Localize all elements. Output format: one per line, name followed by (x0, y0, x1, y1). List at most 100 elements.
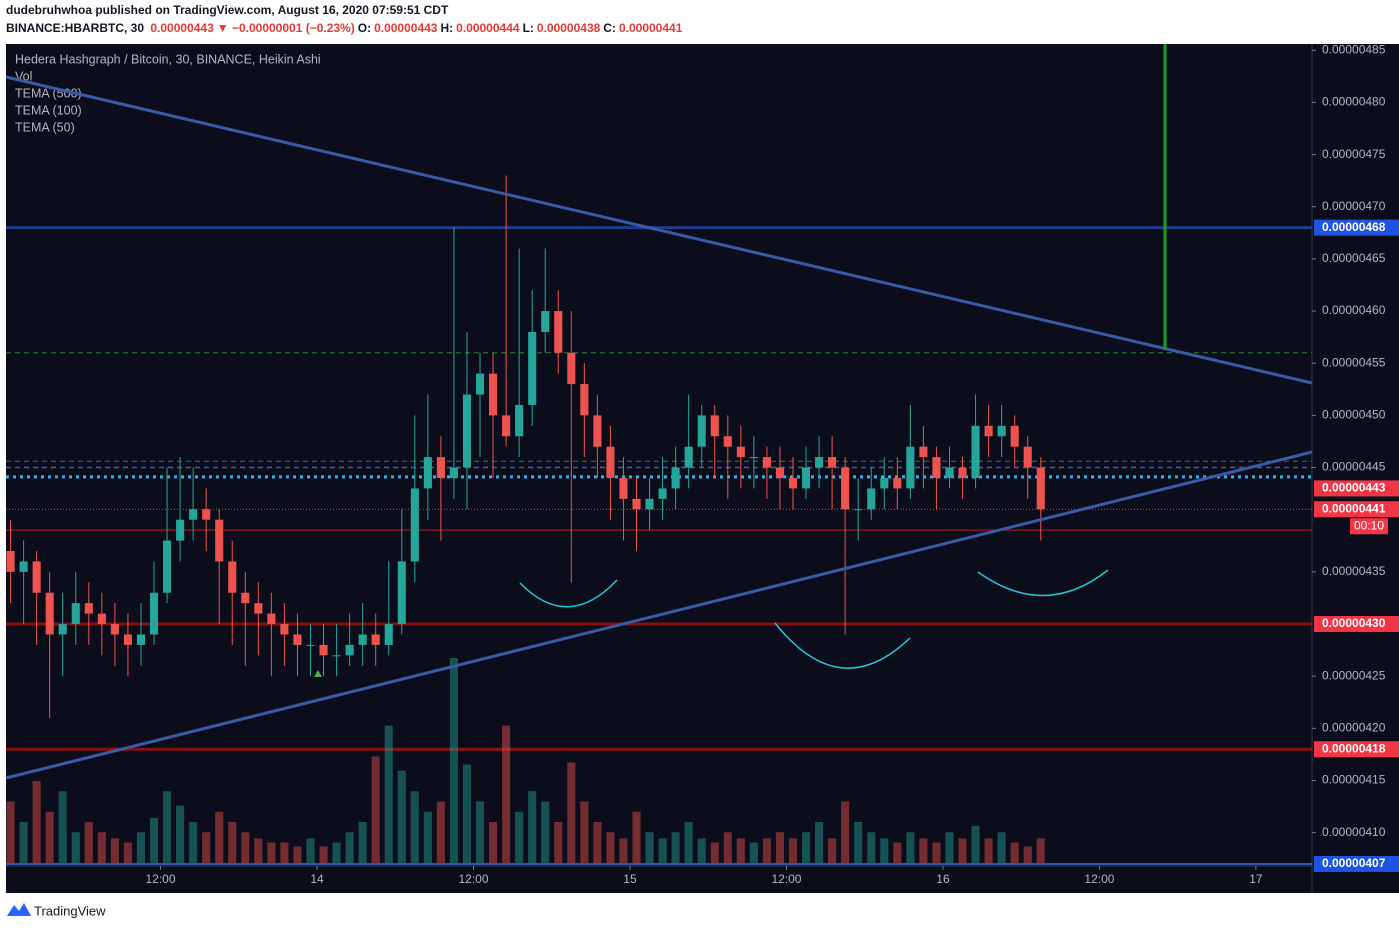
candle-body (1010, 425, 1019, 447)
legend: Hedera Hashgraph / Bitcoin, 30, BINANCE,… (15, 52, 321, 134)
y-tick-label: 0.00000465 (1322, 251, 1386, 265)
volume-bar (854, 822, 863, 863)
volume-bar (971, 826, 980, 863)
volume-bar (176, 805, 185, 863)
candle-body (149, 592, 159, 635)
volume-bar (241, 832, 250, 863)
symbol-piece: C: (603, 21, 616, 35)
volume-bar (1023, 846, 1032, 863)
candle-body (475, 373, 485, 395)
y-tick-label: 0.00000485 (1322, 42, 1386, 56)
volume-bar (332, 842, 341, 863)
candle-body (97, 613, 106, 625)
volume-bar (319, 846, 328, 863)
volume-bar (436, 801, 445, 863)
volume-bar (502, 725, 511, 863)
volume-bar (228, 822, 237, 863)
volume-bar (397, 770, 406, 863)
candle-body (345, 644, 354, 656)
volume-bar (462, 764, 472, 863)
price-tag (1314, 501, 1399, 518)
price-tag-label: 0.00000430 (1322, 616, 1386, 630)
y-tick-label: 0.00000435 (1322, 564, 1386, 578)
volume-bar (149, 817, 159, 863)
x-tick-label: 17 (1249, 872, 1263, 886)
volume-bar (358, 822, 367, 863)
volume-bar (788, 838, 798, 863)
author-line: dudebruhwhoa published on TradingView.co… (6, 3, 449, 17)
symbol-piece: 0.00000443 (150, 21, 214, 35)
candle-body (202, 509, 211, 520)
volume-bar (723, 832, 732, 863)
volume-bar (906, 832, 915, 863)
candle-body (762, 457, 771, 468)
candle-body (515, 404, 524, 437)
x-tick-label: 12:00 (146, 872, 176, 886)
y-tick-label: 0.00000450 (1322, 408, 1386, 422)
candle-body (710, 415, 719, 437)
volume-bar (932, 842, 941, 863)
candle-body (280, 624, 289, 635)
candle-body (997, 425, 1006, 437)
candle-body (306, 644, 315, 646)
candle-body (58, 624, 67, 635)
volume-bar (163, 791, 172, 863)
candle-body (358, 634, 367, 645)
volume-bar (606, 832, 615, 863)
volume-bar (567, 762, 576, 863)
volume-bar (306, 838, 315, 863)
volume-bar (489, 822, 498, 863)
symbol-piece: O: (358, 21, 371, 35)
volume-bar (110, 838, 119, 863)
candle-body (893, 477, 902, 489)
candle-body (841, 467, 850, 510)
candle-body (319, 644, 328, 656)
price-tag-label: 0.00000407 (1322, 856, 1386, 870)
candle-body (606, 446, 615, 478)
volume-bar (762, 838, 771, 863)
candles (6, 175, 1045, 718)
volume-bar (893, 842, 902, 863)
candle-body (593, 415, 602, 447)
volume-bar (801, 832, 811, 863)
candle-body (828, 457, 837, 468)
candle-body (423, 457, 432, 489)
candle-body (919, 446, 928, 458)
chart-bg (6, 44, 1399, 893)
volume-bar (815, 822, 824, 863)
volume-bar (410, 791, 419, 863)
candle-body (528, 331, 537, 405)
candle-body (697, 415, 706, 447)
volume-bar (658, 838, 667, 863)
volume-bar (645, 832, 654, 863)
y-tick-label: 0.00000470 (1322, 199, 1386, 213)
candle-body (84, 603, 93, 614)
trend-line (5, 450, 1313, 780)
candle-body (580, 384, 589, 416)
x-tick-label: 12:00 (458, 872, 488, 886)
candle-body (32, 561, 41, 593)
candle-body (684, 446, 693, 468)
price-tag (1314, 855, 1399, 872)
volume-bar (267, 842, 276, 863)
symbol-piece: H: (440, 21, 453, 35)
y-tick-label: 0.00000460 (1322, 303, 1386, 317)
candle-body (163, 540, 172, 593)
x-tick-label: 16 (936, 872, 950, 886)
symbol-piece: 0.00000444 (456, 21, 520, 35)
candle-body (541, 311, 550, 332)
volume-bar (684, 822, 693, 863)
volume-bar (202, 832, 211, 863)
volume-bar (189, 822, 198, 863)
volume-bar (945, 832, 954, 863)
signal-marker (314, 670, 322, 677)
volume-bar (671, 832, 680, 863)
candle-body (645, 498, 654, 510)
volume-bar (736, 838, 745, 863)
volume-bar (45, 811, 54, 863)
candle-body (332, 655, 341, 657)
y-tick-label: 0.00000455 (1322, 355, 1386, 369)
candle-body (1023, 446, 1032, 468)
candle-body (110, 624, 119, 635)
